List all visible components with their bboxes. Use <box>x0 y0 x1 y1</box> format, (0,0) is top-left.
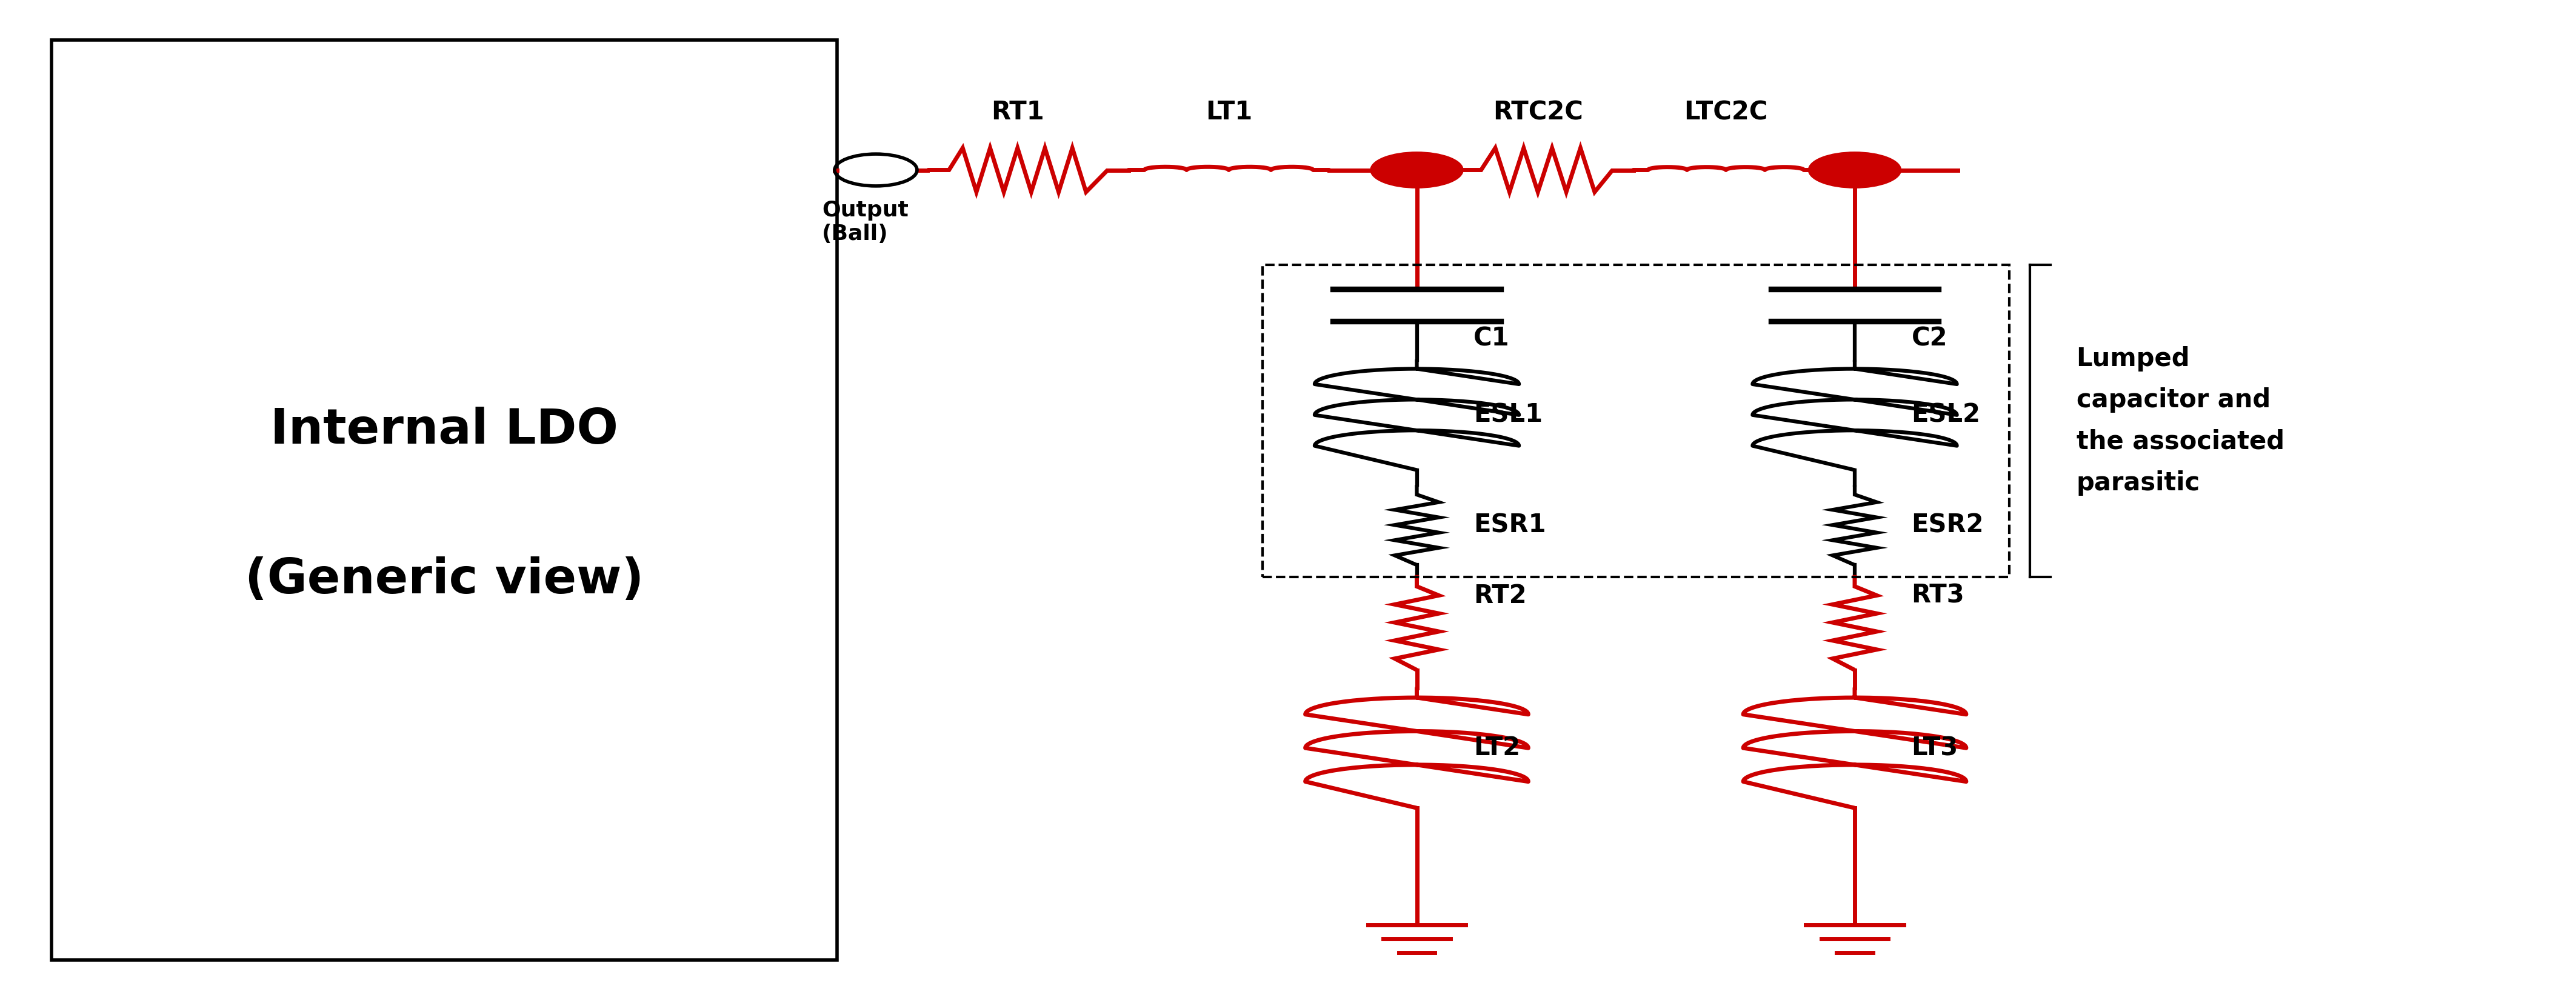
Bar <box>52 40 837 960</box>
Text: Output
(Ball): Output (Ball) <box>822 200 909 244</box>
Text: ESL1: ESL1 <box>1473 402 1543 428</box>
Text: ESR1: ESR1 <box>1473 512 1546 538</box>
Text: C2: C2 <box>1911 326 1947 351</box>
Text: LT1: LT1 <box>1206 100 1252 125</box>
Text: Lumped
capacitor and
the associated
parasitic: Lumped capacitor and the associated para… <box>2076 346 2285 496</box>
Text: (Generic view): (Generic view) <box>245 556 644 604</box>
Text: ESL2: ESL2 <box>1911 402 1981 428</box>
Text: RT1: RT1 <box>992 100 1043 125</box>
Text: RTC2C: RTC2C <box>1492 100 1584 125</box>
Text: C1: C1 <box>1473 326 1510 351</box>
Text: RT2: RT2 <box>1473 583 1528 608</box>
Text: LT3: LT3 <box>1911 735 1958 761</box>
Text: RT3: RT3 <box>1911 583 1965 608</box>
Text: LTC2C: LTC2C <box>1685 100 1767 125</box>
Circle shape <box>1808 152 1901 188</box>
Text: ESR2: ESR2 <box>1911 512 1984 538</box>
Text: LT2: LT2 <box>1473 735 1520 761</box>
Text: Internal LDO: Internal LDO <box>270 406 618 454</box>
Circle shape <box>1370 152 1463 188</box>
Bar <box>1262 265 2009 577</box>
